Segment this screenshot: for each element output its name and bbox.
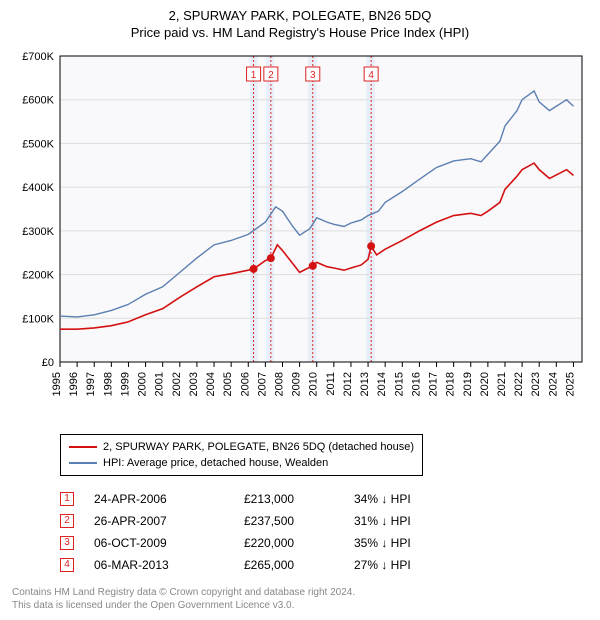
event-delta: 35% ↓ HPI [354, 532, 411, 554]
legend-label: HPI: Average price, detached house, Weal… [103, 455, 328, 471]
event-price: £265,000 [244, 554, 354, 576]
event-row: 3 06-OCT-2009£220,00035% ↓ HPI [60, 532, 588, 554]
event-date: 24-APR-2006 [94, 488, 244, 510]
svg-text:2012: 2012 [342, 372, 354, 396]
svg-text:2010: 2010 [308, 372, 320, 396]
svg-text:2021: 2021 [496, 372, 508, 396]
svg-text:1996: 1996 [68, 372, 80, 396]
event-row: 4 06-MAR-2013£265,00027% ↓ HPI [60, 554, 588, 576]
svg-text:£500K: £500K [22, 138, 54, 150]
chart: £0 £100K £200K £300K £400K £500K £600K £700K 199… [12, 46, 588, 426]
svg-text:1: 1 [251, 70, 257, 81]
legend-swatch [69, 462, 97, 464]
svg-text:2016: 2016 [410, 372, 422, 396]
event-delta: 34% ↓ HPI [354, 488, 411, 510]
legend-row: 2, SPURWAY PARK, POLEGATE, BN26 5DQ (det… [69, 439, 414, 455]
svg-text:2001: 2001 [154, 372, 166, 396]
svg-text:£600K: £600K [22, 95, 54, 107]
event-date: 06-OCT-2009 [94, 532, 244, 554]
svg-text:2000: 2000 [137, 372, 149, 396]
svg-text:2003: 2003 [188, 372, 200, 396]
svg-text:2: 2 [268, 70, 274, 81]
svg-text:2009: 2009 [291, 372, 303, 396]
svg-text:£300K: £300K [22, 226, 54, 238]
svg-text:£700K: £700K [22, 51, 54, 63]
svg-text:£400K: £400K [22, 182, 54, 194]
svg-text:2023: 2023 [530, 372, 542, 396]
svg-text:£0: £0 [42, 357, 54, 369]
footer: Contains HM Land Registry data © Crown c… [12, 586, 588, 612]
page: 2, SPURWAY PARK, POLEGATE, BN26 5DQ Pric… [0, 0, 600, 620]
svg-text:2004: 2004 [205, 372, 217, 396]
svg-text:2019: 2019 [462, 372, 474, 396]
event-row: 1 24-APR-2006£213,00034% ↓ HPI [60, 488, 588, 510]
svg-text:2018: 2018 [445, 372, 457, 396]
svg-text:2008: 2008 [273, 372, 285, 396]
svg-text:4: 4 [368, 70, 374, 81]
svg-text:2017: 2017 [428, 372, 440, 396]
svg-text:2013: 2013 [359, 372, 371, 396]
event-date: 06-MAR-2013 [94, 554, 244, 576]
svg-text:2011: 2011 [325, 372, 337, 396]
svg-text:2005: 2005 [222, 372, 234, 396]
event-delta: 27% ↓ HPI [354, 554, 411, 576]
svg-text:£200K: £200K [22, 270, 54, 282]
legend: 2, SPURWAY PARK, POLEGATE, BN26 5DQ (det… [60, 434, 423, 476]
event-marker: 2 [60, 514, 74, 528]
events-table: 1 24-APR-2006£213,00034% ↓ HPI 2 26-APR-200… [60, 488, 588, 576]
svg-text:£100K: £100K [22, 313, 54, 325]
event-row: 2 26-APR-2007£237,50031% ↓ HPI [60, 510, 588, 532]
svg-text:1999: 1999 [119, 372, 131, 396]
svg-text:2014: 2014 [376, 372, 388, 396]
event-delta: 31% ↓ HPI [354, 510, 411, 532]
event-price: £237,500 [244, 510, 354, 532]
svg-text:3: 3 [310, 70, 316, 81]
svg-text:2024: 2024 [547, 372, 559, 396]
chart-svg: £0 £100K £200K £300K £400K £500K £600K £700K 199… [12, 46, 588, 426]
event-marker: 3 [60, 536, 74, 550]
legend-row: HPI: Average price, detached house, Weal… [69, 455, 414, 471]
title-subtitle: Price paid vs. HM Land Registry's House … [12, 25, 588, 40]
svg-text:2022: 2022 [513, 372, 525, 396]
svg-text:1998: 1998 [102, 372, 114, 396]
footer-line2: This data is licensed under the Open Gov… [12, 599, 588, 612]
title-address: 2, SPURWAY PARK, POLEGATE, BN26 5DQ [12, 8, 588, 23]
legend-label: 2, SPURWAY PARK, POLEGATE, BN26 5DQ (det… [103, 439, 414, 455]
svg-text:2020: 2020 [479, 372, 491, 396]
svg-text:2007: 2007 [256, 372, 268, 396]
svg-text:2025: 2025 [564, 372, 576, 396]
svg-text:2006: 2006 [239, 372, 251, 396]
svg-text:1997: 1997 [85, 372, 97, 396]
footer-line1: Contains HM Land Registry data © Crown c… [12, 586, 588, 599]
svg-text:2002: 2002 [171, 372, 183, 396]
svg-text:1995: 1995 [51, 372, 63, 396]
event-price: £213,000 [244, 488, 354, 510]
title-block: 2, SPURWAY PARK, POLEGATE, BN26 5DQ Pric… [12, 8, 588, 40]
event-price: £220,000 [244, 532, 354, 554]
legend-swatch [69, 446, 97, 448]
svg-text:2015: 2015 [393, 372, 405, 396]
event-marker: 1 [60, 492, 74, 506]
event-marker: 4 [60, 558, 74, 572]
event-date: 26-APR-2007 [94, 510, 244, 532]
